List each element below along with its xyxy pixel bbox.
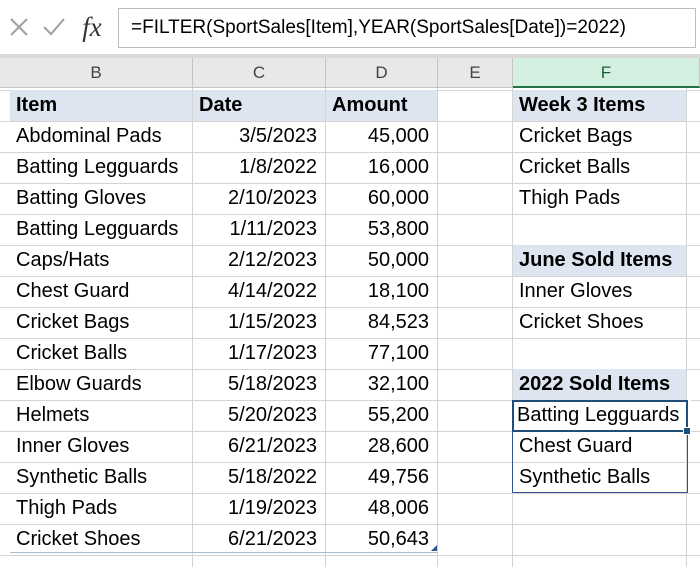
cancel-x-icon[interactable] (2, 10, 36, 44)
gridline (0, 524, 700, 525)
table-cell-date[interactable]: 3/5/2023 (239, 125, 317, 147)
table-cell-date[interactable]: 5/18/2023 (228, 373, 317, 395)
table-cell-item[interactable]: Chest Guard (16, 280, 130, 302)
gridline (325, 88, 326, 567)
table-cell-amount[interactable]: 45,000 (367, 125, 429, 147)
table-cell-item[interactable]: Elbow Guards (16, 373, 142, 395)
gridline (0, 214, 700, 215)
table-cell-amount[interactable]: 53,800 (367, 218, 429, 240)
table-cell-item[interactable]: Batting Gloves (16, 187, 147, 209)
gridline (0, 555, 700, 556)
column-header-b[interactable]: B (0, 58, 193, 88)
june-item[interactable]: Inner Gloves (519, 280, 633, 302)
table-cell-amount[interactable]: 50,643 (367, 528, 429, 550)
table-cell-amount[interactable]: 16,000 (367, 156, 429, 178)
gridline (0, 400, 700, 401)
gridline (0, 121, 700, 122)
table-cell-date[interactable]: 5/20/2023 (228, 404, 317, 426)
week3-header[interactable]: Week 3 Items (513, 90, 686, 121)
table-cell-item[interactable]: Cricket Bags (16, 311, 130, 333)
table-cell-date[interactable]: 6/21/2023 (228, 528, 317, 550)
sold2022-item[interactable]: Batting Legguards (513, 400, 691, 431)
table-cell-item[interactable]: Thigh Pads (16, 497, 118, 519)
column-header-e[interactable]: E (438, 58, 513, 88)
column-header-c[interactable]: C (193, 58, 326, 88)
table-cell-item[interactable]: Batting Legguards (16, 156, 179, 178)
table-cell-item[interactable]: Caps/Hats (16, 249, 110, 271)
table-resize-handle[interactable] (431, 545, 437, 551)
active-cell[interactable] (512, 400, 688, 432)
table-cell-item[interactable]: Inner Gloves (16, 435, 130, 457)
gridline (0, 493, 700, 494)
gridline (0, 338, 700, 339)
table-cell-date[interactable]: 2/12/2023 (228, 249, 317, 271)
table-cell-amount[interactable]: 18,100 (367, 280, 429, 302)
table-cell-item[interactable]: Helmets (16, 404, 90, 426)
gridline (0, 152, 700, 153)
sold2022-header[interactable]: 2022 Sold Items (513, 369, 686, 400)
table-bottom-border (10, 552, 438, 553)
gridline (192, 88, 193, 567)
june-item[interactable]: Cricket Shoes (519, 311, 644, 333)
table-cell-item[interactable]: Batting Legguards (16, 218, 179, 240)
table-cell-date[interactable]: 4/14/2022 (228, 280, 317, 302)
gridline (0, 369, 700, 370)
gridline (0, 462, 700, 463)
formula-bar: fx =FILTER(SportSales[Item],YEAR(SportSa… (0, 0, 700, 58)
table-cell-date[interactable]: 5/18/2022 (228, 466, 317, 488)
table-cell-amount[interactable]: 50,000 (367, 249, 429, 271)
formula-bar-divider (0, 54, 700, 58)
gridline (437, 88, 438, 567)
table-cell-date[interactable]: 1/19/2023 (228, 497, 317, 519)
table-cell-item[interactable]: Abdominal Pads (16, 125, 162, 147)
sold2022-item[interactable]: Synthetic Balls (519, 466, 651, 488)
table-cell-amount[interactable]: 49,756 (367, 466, 429, 488)
table-cell-date[interactable]: 1/8/2022 (239, 156, 317, 178)
table-cell-date[interactable]: 6/21/2023 (228, 435, 317, 457)
fill-handle[interactable] (683, 427, 691, 435)
table-header-item[interactable]: Item (10, 90, 192, 121)
table-cell-date[interactable]: 2/10/2023 (228, 187, 317, 209)
table-cell-amount[interactable]: 32,100 (367, 373, 429, 395)
table-header-amount[interactable]: Amount (326, 90, 437, 121)
gridline (0, 307, 700, 308)
formula-input[interactable]: =FILTER(SportSales[Item],YEAR(SportSales… (118, 8, 696, 48)
gridline (0, 245, 700, 246)
gridline (0, 183, 700, 184)
enter-check-icon[interactable] (38, 10, 70, 44)
worksheet-grid[interactable]: Item Date Amount Week 3 Items Cricket Ba… (0, 88, 700, 567)
table-cell-date[interactable]: 1/17/2023 (228, 342, 317, 364)
sold2022-item[interactable]: Chest Guard (519, 435, 633, 457)
insert-function-button[interactable]: fx (82, 11, 102, 42)
table-cell-item[interactable]: Cricket Balls (16, 342, 128, 364)
week3-item[interactable]: Cricket Balls (519, 156, 631, 178)
gridline (686, 88, 687, 567)
table-cell-amount[interactable]: 60,000 (367, 187, 429, 209)
table-cell-amount[interactable]: 28,600 (367, 435, 429, 457)
table-cell-date[interactable]: 1/15/2023 (228, 311, 317, 333)
june-header[interactable]: June Sold Items (513, 245, 686, 276)
column-header-f[interactable]: F (513, 58, 700, 88)
table-header-date[interactable]: Date (193, 90, 325, 121)
week3-item[interactable]: Cricket Bags (519, 125, 633, 147)
table-cell-amount[interactable]: 77,100 (367, 342, 429, 364)
table-cell-date[interactable]: 1/11/2023 (229, 218, 318, 240)
gridline (0, 276, 700, 277)
week3-item[interactable]: Thigh Pads (519, 187, 621, 209)
table-cell-amount[interactable]: 48,006 (367, 497, 429, 519)
column-header-d[interactable]: D (326, 58, 438, 88)
table-cell-amount[interactable]: 55,200 (367, 404, 429, 426)
table-cell-amount[interactable]: 84,523 (367, 311, 429, 333)
table-cell-item[interactable]: Cricket Shoes (16, 528, 141, 550)
gridline (512, 88, 513, 567)
table-cell-item[interactable]: Synthetic Balls (16, 466, 148, 488)
gridline (0, 431, 700, 432)
